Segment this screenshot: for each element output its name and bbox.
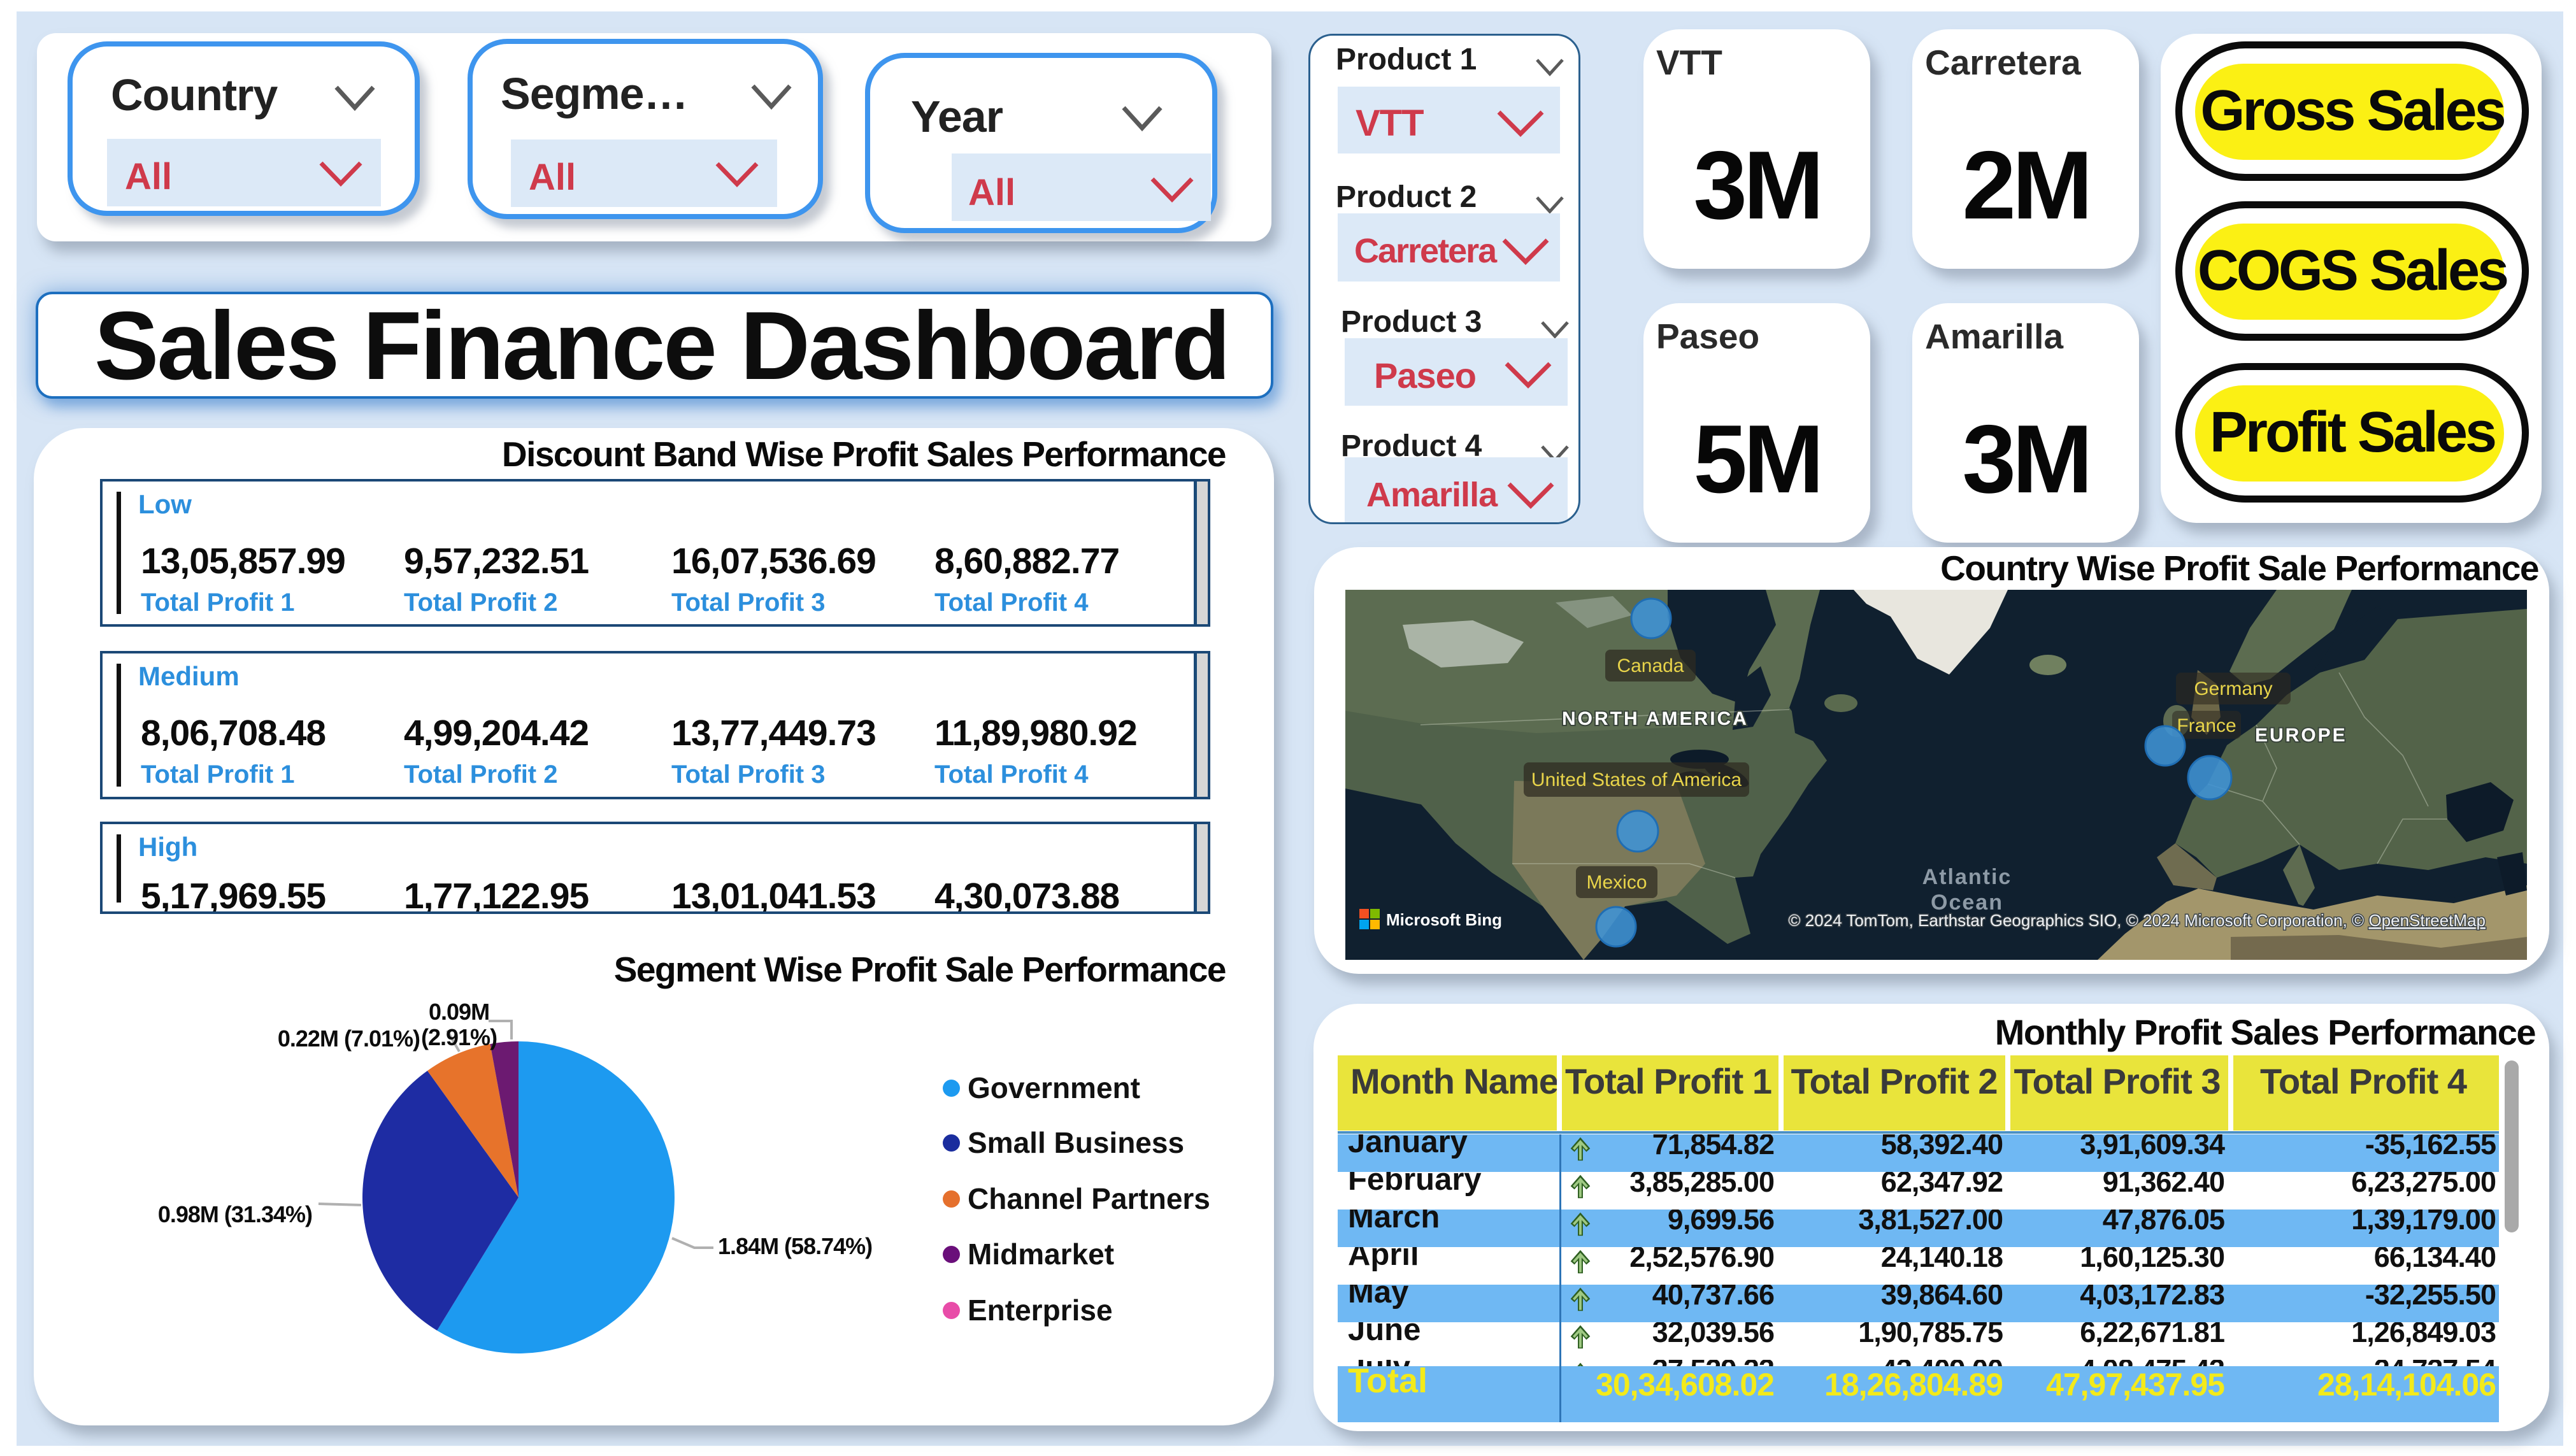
- svg-text:NORTH AMERICA: NORTH AMERICA: [1562, 708, 1749, 729]
- svg-text:EUROPE: EUROPE: [2255, 725, 2347, 746]
- svg-text:Germany: Germany: [2194, 678, 2272, 699]
- svg-text:© 2024 TomTom, Earthstar Geogr: © 2024 TomTom, Earthstar Geographics SIO…: [1788, 911, 2486, 930]
- svg-text:Canada: Canada: [1617, 655, 1684, 676]
- svg-text:Microsoft Bing: Microsoft Bing: [1386, 910, 1502, 929]
- svg-text:Atlantic: Atlantic: [1922, 865, 2012, 889]
- svg-text:United States of America: United States of America: [1531, 769, 1742, 790]
- svg-text:Mexico: Mexico: [1586, 872, 1647, 893]
- svg-text:France: France: [2177, 715, 2236, 736]
- svg-text:Ocean: Ocean: [1931, 890, 2003, 915]
